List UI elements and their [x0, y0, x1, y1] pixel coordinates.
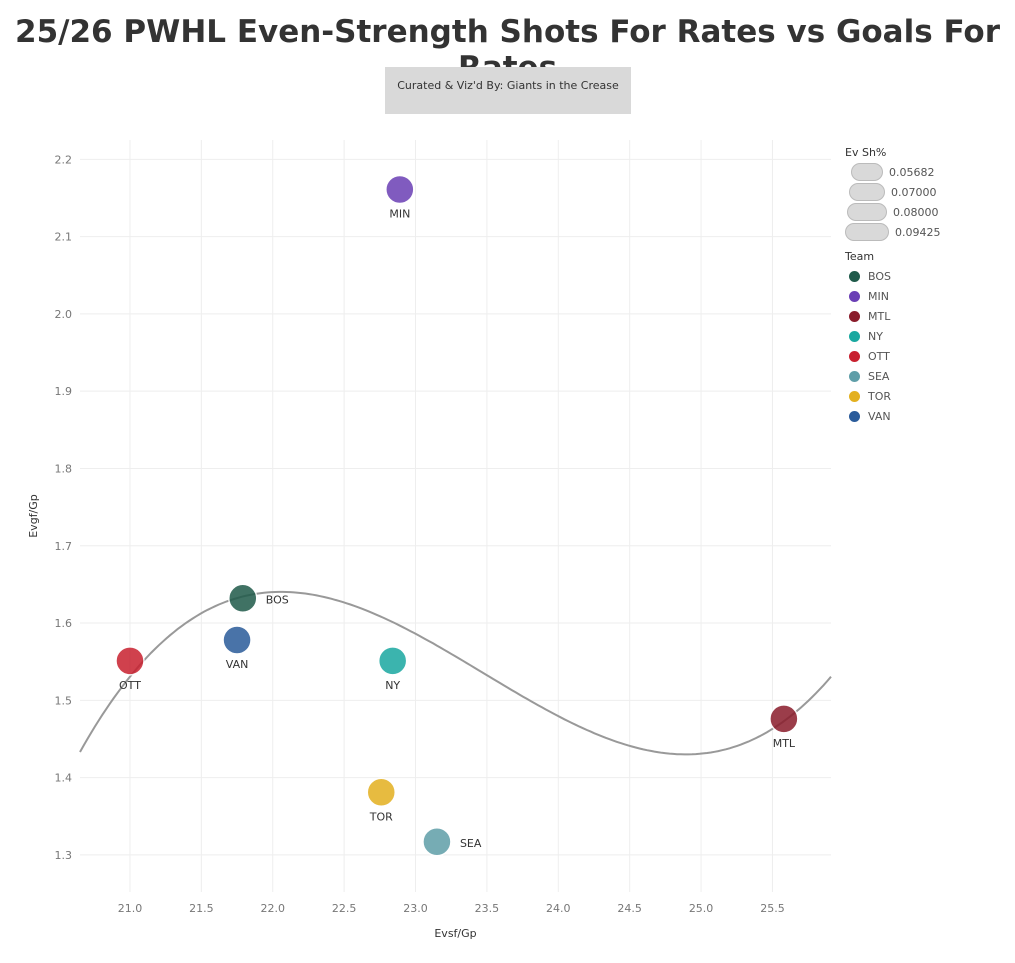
legend: Ev Sh% 0.05682 0.07000 0.08000 0.09425 Team… — [845, 146, 941, 426]
y-tick-label: 1.8 — [55, 462, 73, 475]
team-logo-icon — [849, 290, 860, 302]
team-logo-bos[interactable] — [228, 583, 258, 614]
team-logo-ott[interactable] — [115, 646, 145, 676]
y-tick-label: 1.4 — [55, 772, 73, 785]
y-axis-title: Evgf/Gp — [27, 494, 40, 538]
team-legend-title: Team — [845, 250, 875, 263]
size-legend-label: 0.08000 — [893, 205, 939, 219]
team-legend-label: MTL — [868, 309, 891, 323]
size-legend-item: 0.08000 — [845, 202, 941, 222]
x-tick-label: 23.0 — [403, 902, 428, 915]
size-legend-label: 0.05682 — [889, 165, 935, 179]
team-legend-label: NY — [868, 329, 883, 343]
x-tick-label: 22.0 — [260, 902, 285, 915]
trend-line — [79, 590, 832, 756]
team-legend-item[interactable]: MTL — [849, 306, 941, 326]
point-label: BOS — [266, 593, 289, 606]
team-logo-mtl[interactable] — [769, 704, 799, 734]
x-tick-label: 25.5 — [760, 902, 785, 915]
x-tick-label: 25.0 — [689, 902, 714, 915]
x-tick-label: 24.0 — [546, 902, 571, 915]
team-logo-icon — [849, 370, 860, 382]
team-legend-item[interactable]: BOS — [849, 266, 941, 286]
team-logo-icon — [849, 410, 860, 422]
point-label: VAN — [226, 658, 249, 671]
team-logo-icon — [849, 350, 860, 362]
team-logo-tor[interactable] — [366, 777, 397, 808]
y-tick-label: 1.9 — [55, 385, 73, 398]
x-tick-label: 22.5 — [332, 902, 357, 915]
team-logo-van[interactable] — [222, 625, 252, 655]
team-legend-item[interactable]: TOR — [849, 386, 941, 406]
team-legend-label: BOS — [868, 269, 891, 283]
size-legend-label: 0.07000 — [891, 185, 937, 199]
team-legend-item[interactable]: VAN — [849, 406, 941, 426]
point-label: OTT — [119, 679, 141, 692]
team-logo-icon — [849, 310, 860, 322]
team-legend-label: TOR — [868, 389, 892, 403]
team-legend-label: MIN — [868, 289, 889, 303]
team-logo-icon — [849, 390, 860, 402]
team-legend-item[interactable]: OTT — [849, 346, 941, 366]
size-legend-item: 0.07000 — [845, 182, 941, 202]
team-legend-label: SEA — [868, 369, 890, 383]
size-legend-label: 0.09425 — [895, 225, 941, 239]
team-legend-label: VAN — [868, 409, 891, 423]
y-tick-label: 1.5 — [55, 694, 73, 707]
size-legend-item: 0.05682 — [845, 162, 941, 182]
team-legend-item[interactable]: SEA — [849, 366, 941, 386]
y-tick-label: 2.1 — [55, 231, 73, 244]
size-swatch — [847, 203, 887, 221]
y-tick-label: 1.7 — [55, 540, 73, 553]
point-label: SEA — [460, 837, 482, 850]
team-logo-icon — [849, 270, 860, 282]
x-tick-label: 24.5 — [617, 902, 642, 915]
team-logo-sea[interactable] — [422, 827, 452, 857]
team-legend-label: OTT — [868, 349, 890, 363]
size-legend-title: Ev Sh% — [845, 146, 887, 159]
x-tick-label: 21.0 — [118, 902, 143, 915]
size-swatch — [851, 163, 883, 181]
y-tick-label: 2.2 — [55, 153, 73, 166]
y-tick-label: 1.3 — [55, 849, 73, 862]
point-label: TOR — [369, 810, 393, 823]
point-label: NY — [385, 679, 400, 692]
team-legend-item[interactable]: NY — [849, 326, 941, 346]
team-logo-ny[interactable] — [377, 646, 408, 676]
point-label: MIN — [389, 207, 410, 220]
team-logo-icon — [849, 330, 860, 342]
size-swatch — [845, 223, 889, 241]
team-logo-min[interactable] — [385, 174, 415, 205]
credit-box: Curated & Viz'd By: Giants in the Crease — [385, 67, 631, 114]
size-swatch — [849, 183, 885, 201]
y-tick-label: 1.6 — [55, 617, 73, 630]
x-tick-label: 23.5 — [475, 902, 500, 915]
size-legend-item: 0.09425 — [845, 222, 941, 242]
point-label: MTL — [773, 737, 796, 750]
x-axis-title: Evsf/Gp — [434, 927, 476, 940]
team-legend-item[interactable]: MIN — [849, 286, 941, 306]
x-tick-label: 21.5 — [189, 902, 214, 915]
y-tick-label: 2.0 — [55, 308, 73, 321]
